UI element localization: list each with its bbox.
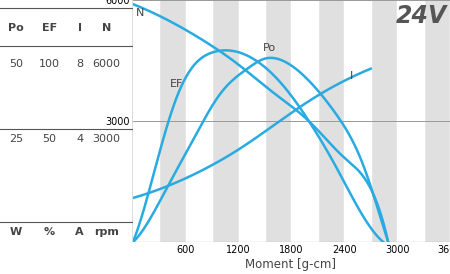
Text: Po: Po (263, 42, 276, 53)
Text: EF: EF (170, 79, 183, 89)
Text: 3000: 3000 (92, 135, 120, 144)
Text: 50: 50 (9, 59, 23, 69)
Text: 24V: 24V (396, 4, 447, 28)
Bar (238, 0, 265, 242)
Bar (344, 0, 371, 242)
Text: 25: 25 (9, 135, 23, 144)
Text: 4: 4 (76, 135, 83, 144)
Text: Moment [g-cm]: Moment [g-cm] (245, 258, 336, 271)
Bar (292, 0, 318, 242)
Text: N: N (135, 8, 144, 18)
Text: 8: 8 (76, 59, 83, 69)
Bar (185, 0, 212, 242)
Text: W: W (10, 227, 22, 236)
Text: I: I (78, 23, 81, 33)
Text: A: A (75, 227, 84, 236)
Text: N: N (102, 23, 111, 33)
Text: Po: Po (8, 23, 24, 33)
Bar (133, 0, 159, 242)
Text: 100: 100 (39, 59, 59, 69)
Bar (397, 0, 423, 242)
Text: EF: EF (41, 23, 57, 33)
Text: 50: 50 (42, 135, 56, 144)
Text: 6000: 6000 (92, 59, 120, 69)
Text: I: I (350, 71, 353, 81)
Text: rpm: rpm (94, 227, 119, 236)
Text: %: % (44, 227, 55, 236)
